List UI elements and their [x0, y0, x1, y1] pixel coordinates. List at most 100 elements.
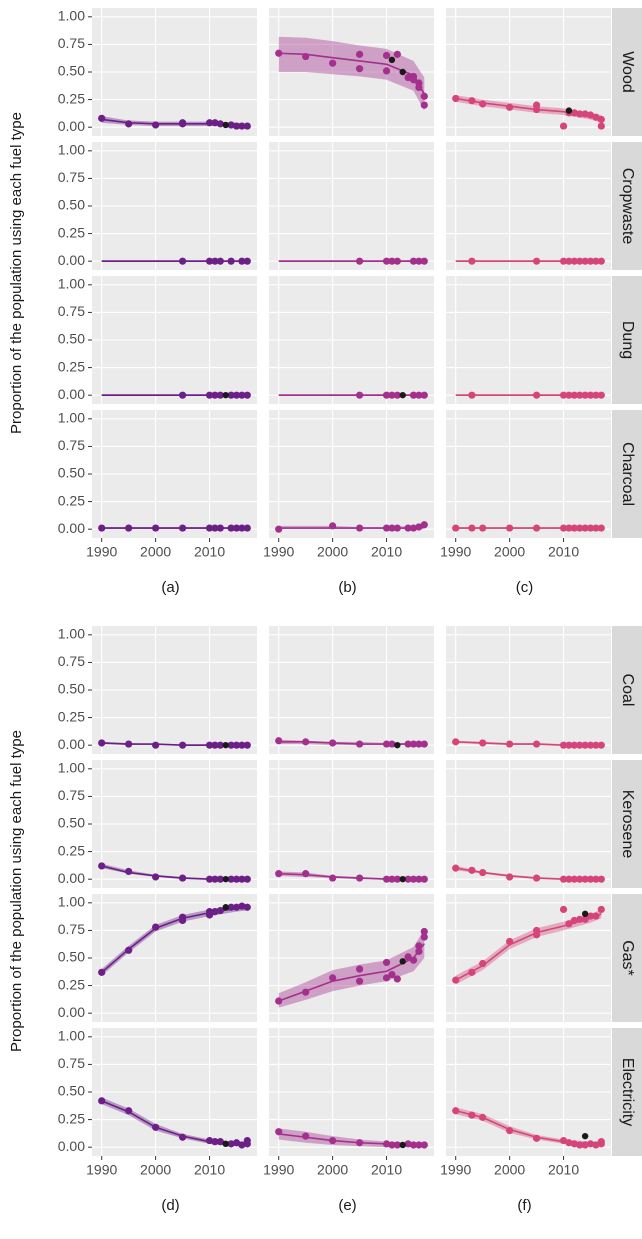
data-point: [581, 741, 589, 749]
data-point: [152, 873, 160, 881]
data-point: [409, 76, 418, 84]
data-point: [409, 257, 418, 265]
data-point: [125, 946, 133, 954]
data-point: [238, 902, 246, 910]
data-point: [98, 862, 106, 870]
y-tick-label: 1.00: [58, 760, 85, 776]
data-point: [532, 391, 541, 399]
data-point: [355, 524, 364, 532]
facet-strip: [612, 894, 642, 1022]
panel-label: (d): [161, 1197, 179, 1214]
data-point: [227, 524, 235, 532]
data-point: [98, 739, 106, 747]
x-tick-label: 2000: [494, 544, 525, 560]
data-point: [570, 1140, 578, 1148]
data-point: [592, 741, 600, 749]
data-point: [586, 741, 595, 749]
data-point: [238, 875, 246, 883]
data-point: [581, 524, 589, 532]
data-point: [506, 1127, 514, 1135]
data-point: [388, 875, 396, 883]
y-tick-label: 0.50: [58, 1083, 85, 1099]
data-point: [420, 521, 428, 529]
y-tick-label: 0.00: [58, 386, 85, 402]
highlight-point: [222, 741, 229, 749]
data-point: [597, 391, 605, 399]
data-point: [243, 1136, 251, 1145]
data-point: [576, 110, 584, 118]
data-point: [178, 257, 187, 265]
data-point: [302, 870, 310, 878]
data-point: [597, 1138, 605, 1146]
x-tick-label: 1990: [86, 544, 117, 560]
data-point: [506, 937, 514, 946]
data-point: [227, 1140, 235, 1148]
data-point: [506, 524, 514, 532]
facet-label: Wood: [619, 51, 636, 93]
data-point: [592, 875, 600, 883]
facet-strip: [612, 142, 642, 270]
data-point: [506, 740, 514, 748]
x-tick-label: 1990: [86, 1162, 117, 1178]
data-point: [468, 866, 476, 874]
data-point: [275, 525, 283, 533]
data-point: [211, 1138, 219, 1146]
data-point: [205, 911, 214, 919]
data-point: [479, 868, 487, 877]
data-point: [420, 92, 428, 100]
data-point: [227, 741, 235, 749]
data-point: [559, 524, 568, 532]
data-point: [355, 740, 364, 748]
data-point: [205, 1136, 214, 1145]
data-point: [227, 875, 235, 883]
data-point: [178, 524, 187, 532]
data-point: [576, 391, 584, 399]
data-point: [382, 875, 391, 883]
data-point: [302, 988, 310, 996]
data-point: [329, 59, 337, 67]
data-point: [393, 1141, 401, 1149]
data-point: [355, 874, 364, 882]
data-point: [275, 737, 283, 745]
data-point: [178, 120, 187, 128]
data-point: [152, 1123, 160, 1131]
data-point: [409, 875, 418, 883]
y-tick-label: 0.50: [58, 197, 85, 213]
data-point: [586, 391, 595, 399]
data-point: [302, 1132, 310, 1140]
data-point: [388, 257, 396, 265]
data-point: [238, 122, 246, 130]
data-point: [452, 976, 460, 984]
data-point: [125, 524, 133, 532]
data-point: [382, 257, 391, 265]
data-point: [420, 1141, 428, 1149]
x-tick-label: 2010: [371, 1162, 402, 1178]
data-point: [302, 52, 310, 61]
data-point: [152, 524, 160, 532]
data-point: [152, 923, 160, 931]
x-tick-label: 2010: [548, 544, 579, 560]
y-tick-label: 1.00: [58, 410, 85, 426]
facet-label: Electricity: [619, 1058, 636, 1126]
facet-label: Coal: [619, 674, 636, 707]
data-point: [404, 953, 412, 961]
highlight-point: [581, 910, 589, 918]
data-point: [479, 1113, 487, 1121]
data-point: [205, 391, 214, 399]
data-point: [532, 1134, 541, 1142]
highlight-point: [399, 68, 406, 76]
data-point: [415, 942, 423, 950]
data-point: [355, 50, 364, 58]
data-point: [532, 257, 541, 265]
y-tick-label: 0.75: [58, 303, 85, 319]
data-point: [205, 119, 214, 127]
data-point: [565, 875, 573, 883]
y-tick-label: 1.00: [58, 8, 85, 24]
data-point: [216, 741, 224, 749]
data-point: [570, 524, 578, 532]
data-point: [597, 875, 605, 883]
data-point: [565, 920, 573, 928]
y-tick-label: 0.00: [58, 1138, 85, 1154]
data-point: [382, 740, 391, 748]
